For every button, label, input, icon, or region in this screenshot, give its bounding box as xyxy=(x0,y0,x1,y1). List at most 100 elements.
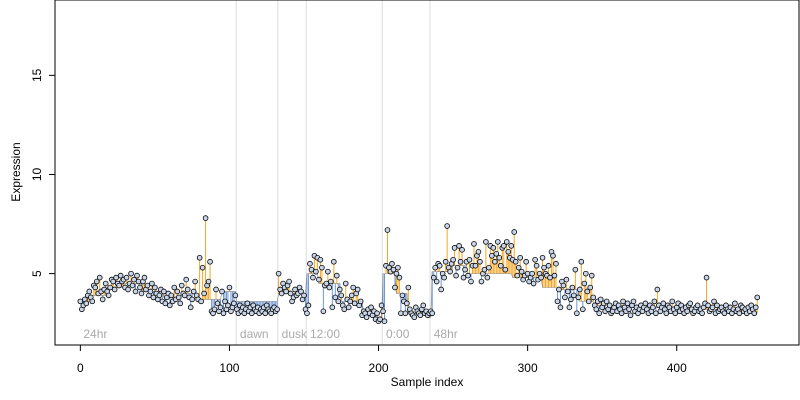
segment-label: 0:00 xyxy=(386,327,410,341)
data-point xyxy=(663,310,670,317)
data-point xyxy=(517,254,523,261)
data-point xyxy=(107,284,113,291)
y-tick-label: 10 xyxy=(30,167,44,181)
x-tick-label: 0 xyxy=(77,361,84,375)
data-point xyxy=(483,239,489,245)
data-point xyxy=(320,308,327,315)
data-point xyxy=(587,284,594,291)
data-point xyxy=(754,294,761,301)
data-point xyxy=(588,272,595,279)
y-axis: 5 10 15 xyxy=(30,68,55,277)
data-point xyxy=(462,266,468,273)
data-point xyxy=(404,300,410,307)
data-point xyxy=(489,252,495,259)
data-point xyxy=(323,280,330,287)
data-point xyxy=(363,314,370,321)
data-point xyxy=(184,286,191,293)
data-point xyxy=(492,258,498,265)
data-point xyxy=(512,258,519,265)
data-point xyxy=(653,310,659,317)
data-point xyxy=(484,274,491,281)
data-point xyxy=(518,268,525,275)
data-point xyxy=(310,274,316,281)
data-point xyxy=(672,310,679,317)
data-point xyxy=(563,276,570,283)
data-point xyxy=(86,288,93,295)
x-tick-label: 300 xyxy=(518,361,538,375)
data-point xyxy=(703,274,710,281)
data-point xyxy=(468,278,474,285)
data-point xyxy=(152,284,158,291)
data-point xyxy=(411,314,418,321)
data-point xyxy=(304,310,310,317)
data-point xyxy=(620,298,626,305)
data-point xyxy=(475,249,482,255)
data-point xyxy=(515,264,522,271)
data-point xyxy=(286,278,292,285)
data-point xyxy=(399,292,406,299)
data-point xyxy=(550,252,556,259)
data-point xyxy=(442,258,449,265)
segment-label: dusk xyxy=(282,327,308,341)
data-point xyxy=(456,243,462,249)
data-point xyxy=(596,310,603,317)
data-point xyxy=(325,268,331,275)
data-point xyxy=(341,306,348,313)
data-point xyxy=(211,306,218,313)
data-point xyxy=(444,223,450,229)
data-point xyxy=(192,278,198,285)
data-point xyxy=(651,298,658,305)
data-point xyxy=(574,310,580,317)
data-point xyxy=(606,302,613,309)
data-point xyxy=(389,260,395,267)
data-point xyxy=(187,304,194,311)
segment-label: 48hr xyxy=(434,327,458,341)
data-point xyxy=(374,310,380,317)
data-point xyxy=(529,270,535,277)
data-point xyxy=(219,288,225,295)
data-point xyxy=(711,298,717,305)
data-point xyxy=(348,292,355,299)
data-point xyxy=(332,294,339,301)
data-point xyxy=(342,280,349,287)
data-point xyxy=(99,296,106,303)
data-point xyxy=(571,292,577,299)
data-point xyxy=(429,310,436,317)
data-point xyxy=(274,306,280,313)
data-point xyxy=(447,268,453,275)
data-point xyxy=(138,290,145,297)
data-point xyxy=(150,294,157,301)
data-point xyxy=(232,292,239,299)
data-point xyxy=(451,245,458,251)
x-tick-label: 400 xyxy=(667,361,687,375)
data-point xyxy=(539,254,546,261)
data-point xyxy=(530,280,537,287)
data-point xyxy=(551,272,558,279)
data-point xyxy=(687,300,693,307)
data-point xyxy=(113,274,119,281)
data-point xyxy=(523,258,529,265)
data-point xyxy=(496,254,503,261)
data-point xyxy=(593,306,600,313)
data-point xyxy=(556,286,562,293)
data-point xyxy=(436,262,443,269)
data-point xyxy=(377,316,383,323)
data-point xyxy=(417,312,424,319)
data-point xyxy=(333,272,340,279)
y-axis-label: Expression xyxy=(9,142,23,201)
data-point xyxy=(128,270,134,277)
data-point xyxy=(471,241,477,247)
data-point xyxy=(190,288,197,295)
data-point xyxy=(181,292,188,299)
data-point xyxy=(498,262,504,269)
data-point xyxy=(326,284,333,291)
data-point xyxy=(305,302,312,309)
data-point xyxy=(590,294,597,301)
data-point xyxy=(222,298,228,305)
data-point xyxy=(627,312,634,319)
data-point xyxy=(705,302,711,309)
data-point xyxy=(420,302,427,309)
data-point xyxy=(298,288,304,295)
data-point xyxy=(174,288,181,295)
data-point xyxy=(162,300,169,307)
